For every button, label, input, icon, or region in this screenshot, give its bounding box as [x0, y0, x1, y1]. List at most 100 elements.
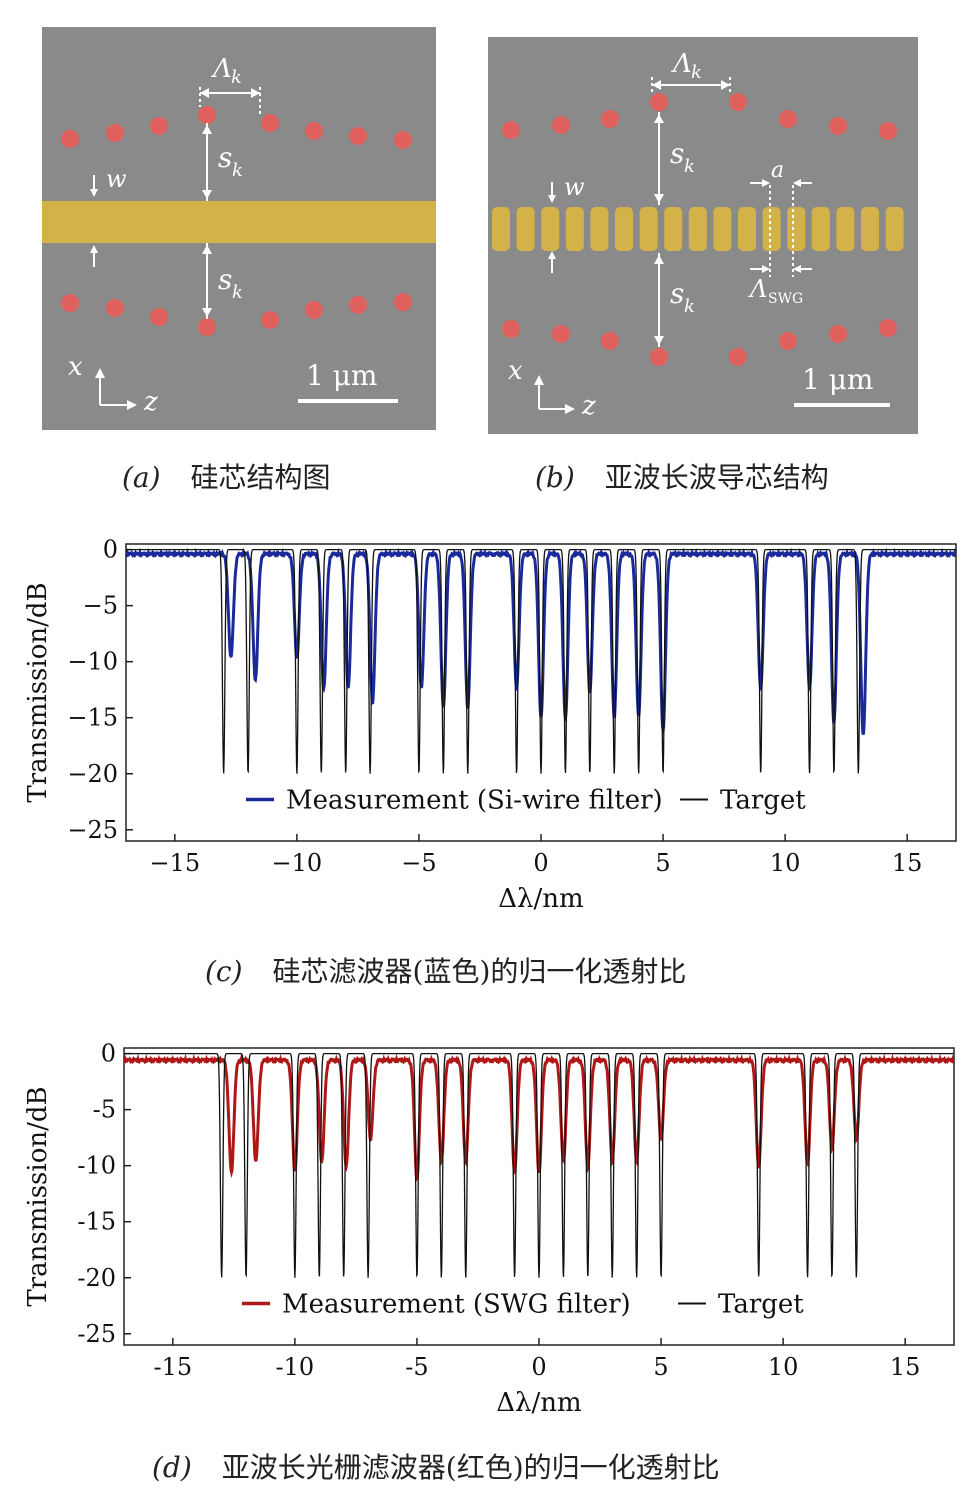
lambda-sub: k — [231, 67, 242, 88]
scatterer — [150, 308, 168, 326]
scatterer — [305, 301, 323, 319]
y-tick-label: -25 — [77, 1320, 116, 1348]
caption-c-text: 硅芯滤波器(蓝色)的归一化透射比 — [272, 955, 687, 988]
swg-segment — [565, 207, 584, 251]
s-sub-bottom: k — [684, 296, 695, 317]
sem-image-a-svg: Λ k s k s k w x z 1 μm — [42, 54, 436, 417]
y-tick-label: 0 — [103, 536, 118, 564]
scale-label: 1 μm — [802, 363, 873, 396]
scatterer — [729, 93, 747, 111]
x-tick-label: -15 — [153, 1353, 192, 1381]
measurement-series-line — [126, 547, 956, 735]
y-axis-label: Transmission/dB — [23, 582, 53, 802]
x-axis-label: Δλ/nm — [498, 884, 583, 914]
scatterer — [779, 332, 797, 350]
s-label-top: s — [218, 141, 232, 174]
swg-segment — [541, 207, 560, 251]
x-tick-label: −10 — [272, 849, 323, 877]
scatterer — [502, 121, 520, 139]
swg-segment — [861, 207, 879, 251]
chart-c: −15 −10 −5 0 5 10 15 0 −5 −10 −15 −20 −25 Δλ/nm Transm… — [23, 536, 957, 914]
s-label-bottom: s — [218, 263, 232, 296]
lambda-swg-sub: SWG — [768, 291, 803, 307]
lambda-label: Λ — [211, 54, 232, 84]
swg-segment — [615, 207, 633, 251]
scatterer — [650, 348, 668, 366]
x-tick-label: -5 — [405, 1353, 428, 1381]
swg-segment — [713, 207, 732, 251]
scatterer — [349, 296, 367, 314]
x-tick-label: 10 — [770, 849, 801, 877]
swg-segment — [787, 207, 806, 251]
x-tick-label: 15 — [890, 1353, 921, 1381]
scatterer — [261, 311, 279, 329]
scatterer — [198, 106, 216, 124]
y-tick-label: −10 — [67, 648, 118, 676]
sem-image-b: Λ k s k s k w a Λ SWG x z 1 μm — [488, 37, 918, 434]
x-tick-label: 15 — [892, 849, 923, 877]
y-tick-label: 0 — [101, 1040, 116, 1068]
scatterers-top — [502, 93, 897, 140]
scatterer — [198, 318, 216, 336]
legend-label-target: Target — [720, 786, 806, 816]
scatterers-top — [61, 106, 412, 149]
scatterer — [261, 114, 279, 132]
annotations-b — [534, 77, 890, 414]
scatterer — [502, 320, 520, 338]
swg-segment — [492, 207, 510, 251]
swg-segment — [688, 207, 707, 251]
s-sub-top: k — [232, 160, 243, 181]
w-label: w — [106, 165, 127, 193]
x-tick-label: 5 — [653, 1353, 668, 1381]
w-label: w — [564, 173, 585, 201]
y-tick-label: -15 — [77, 1208, 116, 1236]
x-tick-label: 0 — [531, 1353, 546, 1381]
s-sub-top: k — [684, 156, 695, 177]
target-series-line — [126, 548, 956, 774]
legend-label-measurement: Measurement (Si-wire filter) — [286, 786, 663, 816]
lambda-label: Λ — [671, 49, 692, 79]
x-tick-label: −15 — [149, 849, 200, 877]
legend-label-measurement: Measurement (SWG filter) — [282, 1290, 631, 1320]
swg-segment — [664, 207, 683, 251]
annotations-a — [90, 87, 398, 410]
scatterer — [349, 127, 367, 145]
caption-d-tag: (d) — [152, 1451, 192, 1484]
scatterer — [829, 325, 847, 343]
scatterer — [61, 294, 79, 312]
y-tick-label: -10 — [77, 1152, 116, 1180]
x-tick-label: 0 — [533, 849, 548, 877]
scatterer — [601, 110, 619, 128]
caption-c: (c) 硅芯滤波器(蓝色)的归一化透射比 — [205, 950, 686, 990]
x-tick-label: 10 — [768, 1353, 799, 1381]
s-label-top: s — [670, 137, 684, 170]
y-tick-label: −20 — [67, 760, 118, 788]
scatterer — [106, 124, 124, 142]
legend-label-target: Target — [718, 1290, 804, 1320]
scatterer — [552, 116, 570, 134]
swg-segment — [639, 207, 658, 251]
scatterer — [552, 325, 570, 343]
swg-segment — [590, 207, 609, 251]
swg-segments — [492, 207, 904, 251]
z-axis-label: z — [143, 387, 158, 417]
swg-segment — [885, 207, 904, 251]
caption-d-text: 亚波长光栅滤波器(红色)的归一化透射比 — [221, 1451, 720, 1484]
s-label-bottom: s — [670, 277, 684, 310]
y-tick-label: -20 — [77, 1264, 116, 1292]
measurement-series-line — [124, 1053, 954, 1183]
caption-a: (a) 硅芯结构图 — [122, 456, 331, 496]
y-tick-label: −15 — [67, 704, 118, 732]
x-axis-label: x — [508, 356, 523, 386]
z-axis-label: z — [581, 391, 596, 421]
scatterer — [601, 332, 619, 350]
caption-d: (d) 亚波长光栅滤波器(红色)的归一化透射比 — [152, 1446, 720, 1486]
silicon-waveguide — [42, 201, 436, 243]
x-axis-label: Δλ/nm — [496, 1388, 581, 1418]
scatterers-bottom — [61, 293, 412, 336]
chart-d: -15 -10 -5 0 5 10 15 0 -5 -10 -15 -20 -25 Δλ/nm Transm… — [23, 1040, 955, 1418]
scatterer — [879, 319, 897, 337]
a-label: a — [771, 158, 784, 183]
scatterer — [779, 110, 797, 128]
plot-frame — [123, 1047, 955, 1346]
